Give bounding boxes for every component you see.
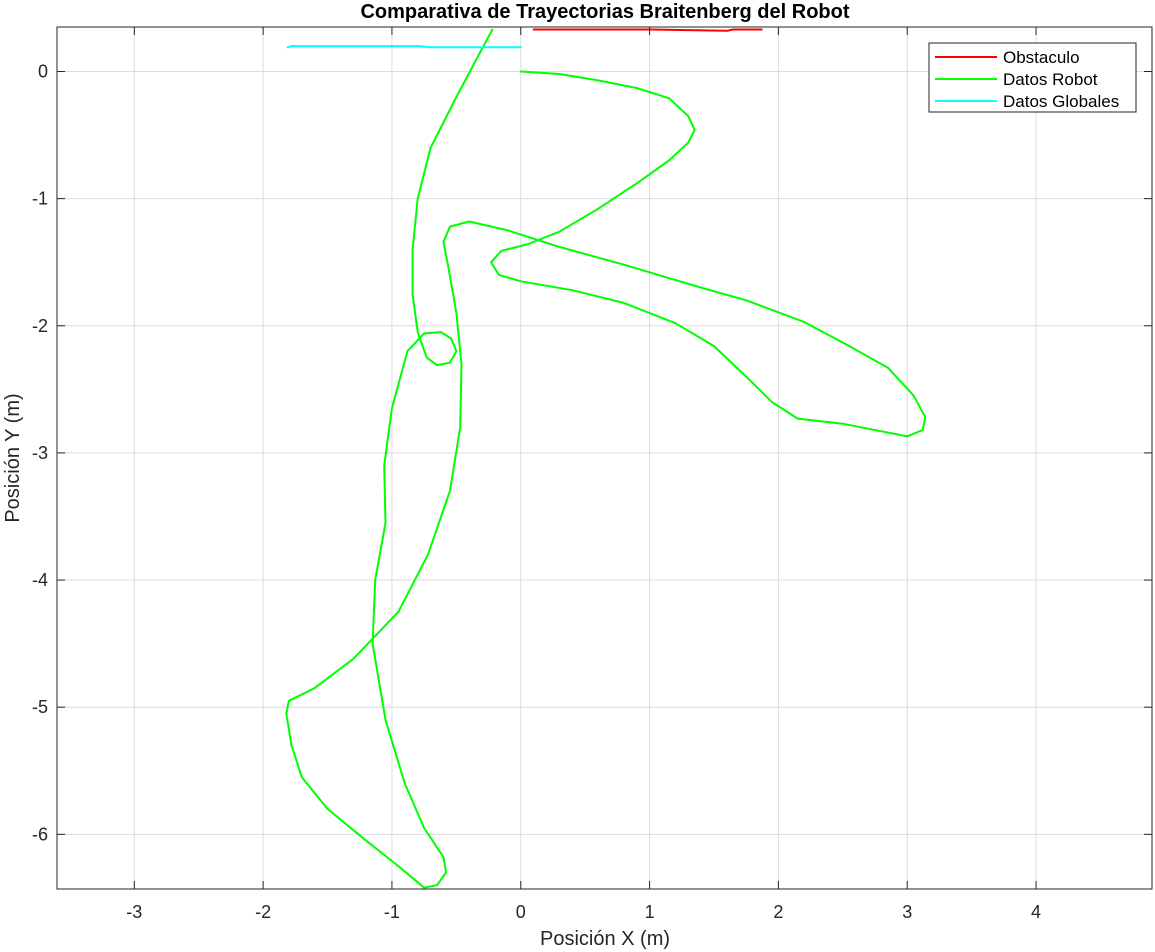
- x-axis-label: Posición X (m): [540, 928, 670, 950]
- series-line-obstaculo: [532, 28, 763, 32]
- x-tick-label: -1: [384, 902, 400, 922]
- x-tick-label: 3: [902, 902, 912, 922]
- y-tick-label: -1: [32, 189, 48, 209]
- y-axis-label: Posición Y (m): [2, 393, 24, 522]
- legend-label-datos-globales: Datos Globales: [1003, 92, 1119, 111]
- y-tick-label: 0: [38, 61, 48, 81]
- legend: Obstaculo Datos Robot Datos Globales: [928, 42, 1137, 113]
- axis-ticks: -3 -2 -1 0 1 2 3 4 0 -1 -2 -3 -4 -5 -6: [32, 27, 1152, 922]
- y-tick-label: -6: [32, 824, 48, 844]
- plot-frame: [56, 26, 1153, 890]
- x-tick-label: -2: [255, 902, 271, 922]
- y-tick-label: -2: [32, 316, 48, 336]
- x-tick-label: 1: [645, 902, 655, 922]
- legend-label-obstaculo: Obstaculo: [1003, 48, 1080, 67]
- series-layer: [285, 28, 927, 889]
- grid-lines: [57, 27, 1152, 889]
- x-tick-label: 4: [1031, 902, 1041, 922]
- y-tick-label: -5: [32, 697, 48, 717]
- series-line-datos-robot: [285, 28, 927, 889]
- y-tick-label: -3: [32, 443, 48, 463]
- legend-label-datos-robot: Datos Robot: [1003, 70, 1098, 89]
- chart-title: Comparativa de Trayectorias Braitenberg …: [360, 1, 849, 23]
- x-tick-label: 2: [773, 902, 783, 922]
- x-tick-label: 0: [516, 902, 526, 922]
- x-tick-label: -3: [126, 902, 142, 922]
- series-line-datos-globales: [286, 45, 522, 49]
- y-tick-label: -4: [32, 570, 48, 590]
